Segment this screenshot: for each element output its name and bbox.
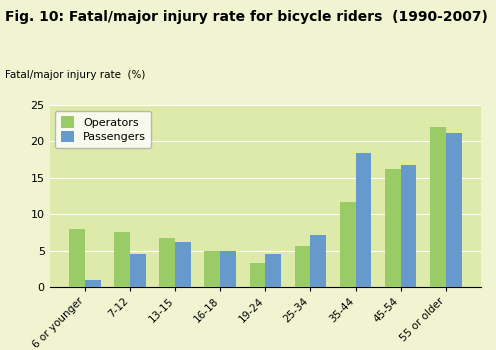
Bar (69, 229, 85, 287)
Bar (310, 234, 326, 287)
Bar (114, 232, 130, 287)
Bar (446, 133, 461, 287)
Bar (85, 280, 101, 287)
Bar (430, 127, 446, 287)
Text: Fig. 10: Fatal/major injury rate for bicycle riders  (1990-2007): Fig. 10: Fatal/major injury rate for bic… (5, 10, 488, 25)
Bar (356, 153, 372, 287)
Bar (401, 165, 417, 287)
Bar (175, 242, 191, 287)
Bar (249, 263, 265, 287)
Bar (204, 251, 220, 287)
Bar (159, 238, 175, 287)
Bar (130, 254, 146, 287)
Bar (220, 251, 236, 287)
Bar (265, 253, 281, 287)
Legend: Operators, Passengers: Operators, Passengers (55, 111, 151, 148)
Bar (295, 245, 310, 287)
Text: Fatal/major injury rate  (%): Fatal/major injury rate (%) (5, 70, 145, 80)
Bar (385, 169, 401, 287)
Bar (340, 202, 356, 287)
